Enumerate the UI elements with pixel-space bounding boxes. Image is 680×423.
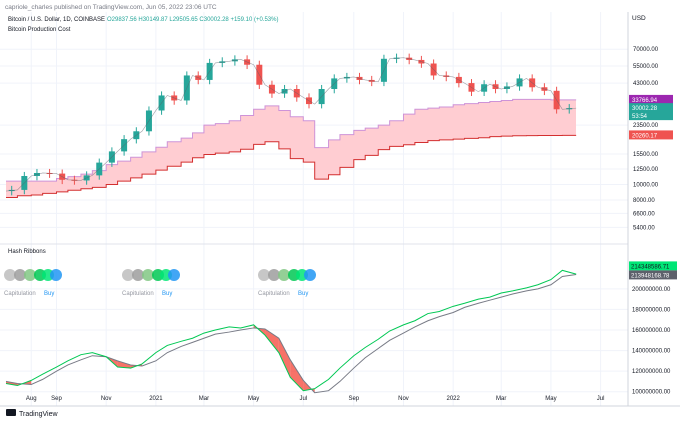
ribbon-dot: [268, 269, 280, 281]
buy-label: Buy: [298, 291, 308, 297]
price-tick-label: 10000.00: [633, 182, 659, 188]
x-tick-label: Jul: [299, 396, 307, 402]
capitulation-label: Capitulation: [122, 291, 154, 297]
ribbon-dot: [304, 269, 316, 281]
x-tick-label: Jul: [597, 396, 605, 402]
ribbon-dot: [132, 269, 144, 281]
x-tick-label: Sep: [348, 396, 359, 402]
capitulation-area: [117, 360, 131, 369]
cost-band-fill: [6, 99, 577, 198]
x-tick-label: Mar: [199, 396, 209, 402]
pane2-title: Hash Ribbons: [8, 249, 46, 255]
hash-tag-bg: [629, 270, 677, 280]
cost-band-lower: [6, 134, 577, 198]
hash-axis: 200000000.00 180000000.00 160000000.00 1400…: [632, 287, 671, 396]
x-tick-label: 2022: [446, 396, 460, 402]
publisher-line: capriole_charles published on TradingVie…: [5, 4, 217, 11]
hash-tick-label: 140000000.00: [632, 349, 671, 355]
price-tag-bg: [629, 111, 673, 121]
capitulation-area: [290, 359, 304, 391]
hash-tag-text: 214348586.71: [631, 264, 670, 270]
price-tag-bg: [629, 94, 673, 104]
symbol-title: Bitcoin / U.S. Dollar, 1D, COINBASE: [8, 17, 105, 23]
capitulation-area: [6, 381, 18, 386]
price-series: [5, 53, 577, 196]
capitulation-label: Capitulation: [4, 291, 36, 297]
price-tag-text: 20260.17: [632, 133, 658, 139]
ribbon-dot: [24, 269, 36, 281]
price-tag-text: 33766.94: [632, 98, 658, 104]
price-tick-label: 15500.00: [633, 152, 659, 158]
hash-tag-bg: [629, 261, 677, 271]
price-tick-label: 23500.00: [633, 123, 659, 129]
hash-slow-line: [5, 274, 577, 394]
capitulation-area: [265, 328, 279, 353]
hash-tick-label: 200000000.00: [632, 287, 671, 293]
ohlc-readout: O29837.56 H30149.87 L29505.65 C30002.28 …: [107, 17, 278, 23]
hash-ribbons-lines: [5, 269, 577, 394]
tradingview-logo[interactable]: TradingView: [6, 409, 58, 418]
price-tick-label: 43000.00: [633, 81, 659, 87]
price-tick-label: 12500.00: [633, 167, 659, 173]
x-tick-label: May: [248, 396, 259, 402]
tradingview-wordmark: TradingView: [19, 411, 58, 418]
buy-label: Buy: [162, 291, 172, 297]
x-tick-label: Sep: [51, 396, 62, 402]
x-tick-label: Mar: [496, 396, 506, 402]
x-tick-label: 2021: [149, 396, 163, 402]
price-tags: 33766.94 30002.28 53:54 20260.17 214348586.7…: [629, 94, 677, 280]
price-tick-label: 70000.00: [633, 47, 659, 53]
grid: [0, 12, 628, 406]
hash-tick-label: 180000000.00: [632, 307, 671, 313]
price-tick-label: 5400.00: [633, 225, 655, 231]
ribbon-dot: [142, 269, 154, 281]
indicator-title: Bitcoin Production Cost: [8, 27, 71, 33]
cost-band-upper: [6, 98, 577, 182]
hash-tick-label: 160000000.00: [632, 328, 671, 334]
x-tick-label: Aug: [26, 396, 37, 402]
price-axis: 70000.00 55000.00 43000.00 23500.00 15500.00…: [633, 47, 659, 231]
x-tick-label: Nov: [398, 396, 409, 402]
price-tag-bg: [629, 130, 673, 140]
ribbon-dot: [4, 269, 16, 281]
x-tick-label: Nov: [101, 396, 112, 402]
ribbon-dot: [278, 269, 290, 281]
price-tag-text: 53:54: [632, 114, 648, 120]
price-tick-label: 6600.00: [633, 211, 655, 217]
x-tick-label: May: [545, 396, 556, 402]
buy-label: Buy: [44, 291, 54, 297]
ribbon-dot: [50, 269, 62, 281]
ribbon-legend: Capitulation Buy Capitulation Buy Capitulati…: [4, 269, 316, 297]
ribbon-dot: [14, 269, 26, 281]
hash-tag-text: 213948168.78: [631, 273, 670, 279]
price-tick-label: 8000.00: [633, 198, 655, 204]
ribbon-dot: [168, 269, 180, 281]
price-close-line: [5, 57, 577, 192]
time-axis: Aug Sep Nov 2021 Mar May Jul Sep Nov 2022 Mar May Ju…: [26, 396, 605, 402]
hash-fast-line: [5, 269, 577, 392]
currency-label: USD: [632, 15, 646, 22]
ribbon-dot: [122, 269, 134, 281]
tradingview-icon: [6, 409, 16, 416]
production-cost-band: [6, 98, 577, 198]
price-tag-text: 30002.28: [632, 106, 658, 112]
price-tick-label: 55000.00: [633, 64, 659, 70]
hash-ribbons-area: [6, 324, 315, 393]
capitulation-label: Capitulation: [258, 291, 290, 297]
price-tag-bg: [629, 103, 673, 113]
hash-tick-label: 100000000.00: [632, 390, 671, 396]
ribbon-dot: [258, 269, 270, 281]
capitulation-area: [278, 338, 291, 378]
hash-tick-label: 120000000.00: [632, 369, 671, 375]
